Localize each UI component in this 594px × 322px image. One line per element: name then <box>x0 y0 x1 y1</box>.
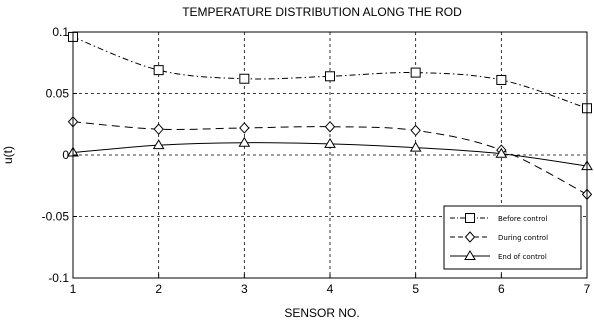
x-tick-label-0: 1 <box>70 282 77 296</box>
series-1-point-2 <box>239 122 250 134</box>
plot-area <box>67 31 593 279</box>
series-2-point-3 <box>324 137 336 148</box>
series-2-point-4 <box>409 141 422 152</box>
legend-marker-0 <box>465 213 475 223</box>
series-2-point-1 <box>152 139 165 150</box>
y-tick-label-3: 0.05 <box>46 87 70 101</box>
x-axis-ticks: 1 2 3 4 5 6 7 <box>70 274 591 296</box>
series-layer <box>67 31 593 201</box>
y-axis-label: u(t) <box>1 146 15 164</box>
legend: Before control During control End of contr… <box>443 205 582 270</box>
x-tick-label-3: 4 <box>327 282 334 296</box>
series-1-point-3 <box>324 120 336 133</box>
chart-title: TEMPERATURE DISTRIBUTION ALONG THE ROD <box>182 5 462 19</box>
legend-label-1: During control <box>498 234 548 242</box>
series-0-point-2 <box>239 73 250 84</box>
series-1-point-4 <box>410 124 421 137</box>
series-0-point-3 <box>325 71 335 82</box>
y-tick-label-2: 0 <box>62 148 69 162</box>
x-tick-label-1: 2 <box>155 282 162 296</box>
y-tick-label-4: 0.1 <box>52 25 69 39</box>
x-tick-label-6: 7 <box>584 282 591 296</box>
x-tick-label-4: 5 <box>412 282 419 296</box>
y-axis-ticks: -0.1 -0.05 0 0.05 0.1 <box>42 25 77 285</box>
series-0-point-1 <box>153 65 164 76</box>
y-tick-label-1: -0.05 <box>42 210 70 224</box>
x-axis-label: SENSOR NO. <box>284 306 359 320</box>
series-2-point-5 <box>495 147 508 158</box>
series-0-point-4 <box>410 67 421 78</box>
series-0-point-5 <box>496 74 507 85</box>
legend-marker-1 <box>464 231 476 243</box>
series-2-point-2 <box>238 136 251 147</box>
legend-marker-2 <box>464 250 476 260</box>
legend-label-2: End of control <box>498 253 547 261</box>
x-tick-label-5: 6 <box>498 282 505 296</box>
y-tick-label-0: -0.1 <box>48 271 69 285</box>
x-tick-label-2: 3 <box>241 282 248 296</box>
legend-label-0: Before control <box>498 215 547 223</box>
series-1-point-1 <box>153 123 164 135</box>
